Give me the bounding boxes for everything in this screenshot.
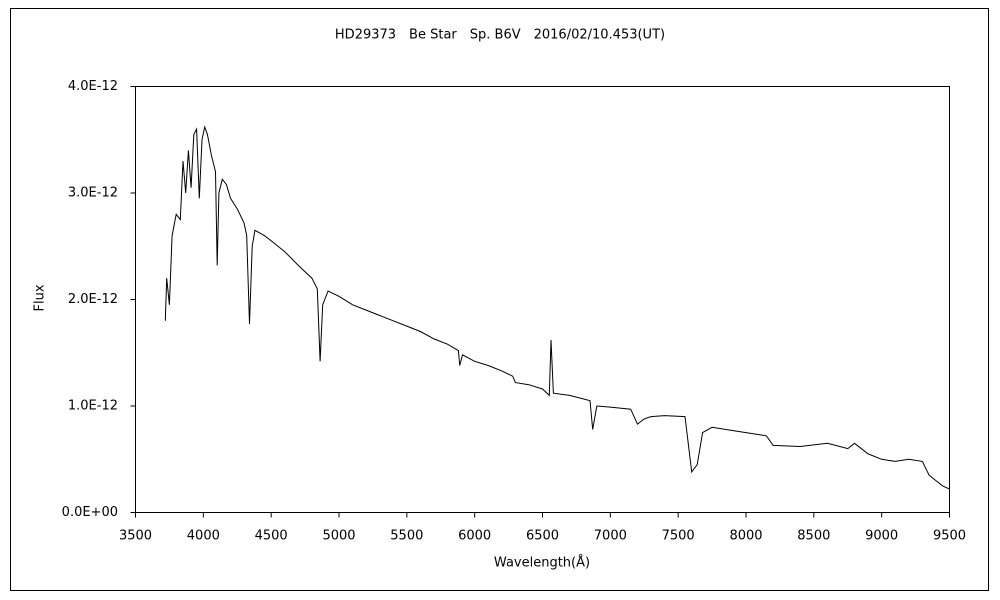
y-tick-label: 3.0E-12 xyxy=(68,186,118,201)
x-tick-label: 4000 xyxy=(187,529,220,544)
x-tick-label: 9500 xyxy=(933,529,966,544)
y-tick-label: 4.0E-12 xyxy=(68,79,118,94)
frame xyxy=(10,8,989,591)
y-tick-label: 0.0E+00 xyxy=(62,505,118,520)
y-tick-label: 2.0E-12 xyxy=(68,292,118,307)
plot-area xyxy=(135,86,950,513)
x-tick-label: 4500 xyxy=(255,529,288,544)
chart-title: HD29373 Be Star Sp. B6V 2016/02/10.453(U… xyxy=(335,28,665,43)
x-tick-label: 7500 xyxy=(662,529,695,544)
x-tick-label: 7000 xyxy=(594,529,627,544)
x-tick-label: 5000 xyxy=(322,529,355,544)
y-axis-label: Flux xyxy=(33,284,48,311)
x-tick-label: 6500 xyxy=(526,529,559,544)
x-tick-label: 5500 xyxy=(390,529,423,544)
spectrum-line xyxy=(164,125,950,490)
x-axis-label: Wavelength(Å) xyxy=(494,555,590,571)
x-tick-label: 8000 xyxy=(729,529,762,544)
x-tick-label: 3500 xyxy=(119,529,152,544)
x-tick-label: 9000 xyxy=(865,529,898,544)
y-tick-label: 1.0E-12 xyxy=(68,399,118,414)
x-tick-label: 8500 xyxy=(797,529,830,544)
x-tick-label: 6000 xyxy=(458,529,491,544)
